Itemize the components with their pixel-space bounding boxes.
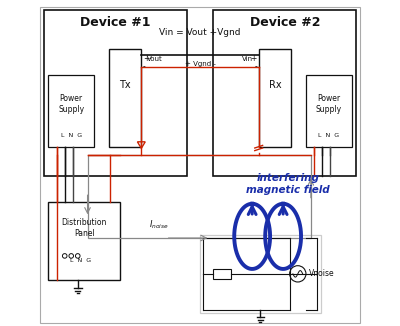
Text: Power
Supply: Power Supply bbox=[316, 94, 342, 114]
Text: Distribution
Panel: Distribution Panel bbox=[62, 218, 107, 238]
Text: Vnoise: Vnoise bbox=[309, 269, 335, 278]
Bar bbox=[259, 49, 291, 147]
Bar bbox=[88, 155, 311, 238]
Text: L  N  G: L N G bbox=[318, 133, 339, 138]
Text: L  N  G: L N G bbox=[70, 258, 92, 263]
Bar bbox=[200, 235, 321, 313]
Text: -: - bbox=[143, 62, 146, 71]
Text: Device #1: Device #1 bbox=[80, 16, 150, 29]
Bar bbox=[48, 75, 94, 147]
Text: Vout: Vout bbox=[147, 56, 163, 62]
Text: +: + bbox=[251, 54, 257, 63]
Text: Power
Supply: Power Supply bbox=[58, 94, 84, 114]
Text: -: - bbox=[254, 62, 257, 71]
Text: + Vgnd -: + Vgnd - bbox=[184, 61, 216, 67]
Text: Tx: Tx bbox=[119, 80, 131, 90]
Text: L  N  G: L N G bbox=[61, 133, 82, 138]
Text: +: + bbox=[143, 54, 149, 63]
Bar bbox=[48, 202, 120, 280]
Bar bbox=[213, 269, 231, 279]
Bar bbox=[44, 10, 187, 176]
Bar bbox=[213, 10, 356, 176]
Text: interfering
magnetic field: interfering magnetic field bbox=[246, 173, 330, 195]
Text: Rx: Rx bbox=[269, 80, 281, 90]
Bar bbox=[306, 75, 352, 147]
Text: Vin: Vin bbox=[242, 56, 253, 62]
Text: Vin = Vout +Vgnd: Vin = Vout +Vgnd bbox=[159, 28, 241, 37]
Text: Device #2: Device #2 bbox=[250, 16, 320, 29]
Text: $I_{noise}$: $I_{noise}$ bbox=[149, 219, 169, 231]
Bar bbox=[109, 49, 141, 147]
